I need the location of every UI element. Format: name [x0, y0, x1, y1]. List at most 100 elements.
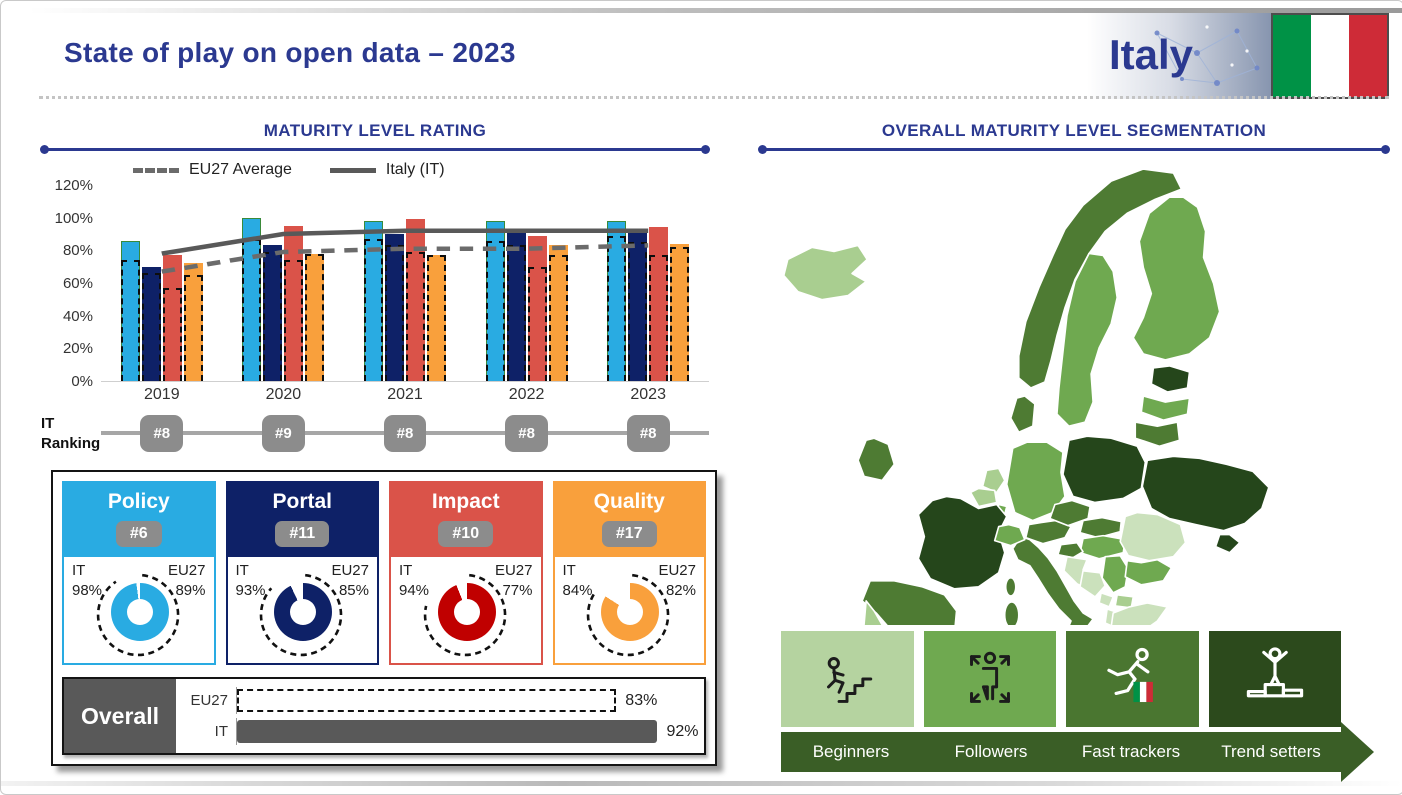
dimension-cards-row: Policy #6 IT 98% EU27 89% Portal #11 IT 93% EU27 85… — [62, 481, 706, 665]
card-title: Quality — [593, 490, 665, 513]
year-label-2021: 2021 — [387, 386, 423, 403]
map-iceland — [782, 244, 868, 301]
impact-eu27-dashed-bar — [649, 255, 669, 381]
segmentation-section: OVERALL MATURITY LEVEL SEGMENTATION — [758, 121, 1390, 782]
overall-row-track: 92% — [236, 718, 698, 745]
impact-eu27-dashed-bar — [284, 260, 304, 381]
card-body: IT 84% EU27 82% — [555, 557, 705, 663]
it-ranking-label: IT Ranking — [41, 410, 101, 456]
map-corsica — [1004, 576, 1017, 597]
donut-portal — [256, 571, 348, 663]
year-group-2019 — [120, 185, 204, 381]
card-portal: Portal #11 IT 93% EU27 85% — [225, 481, 379, 665]
network-motif-icon — [1154, 25, 1260, 86]
map-lithuania — [1134, 421, 1181, 448]
map-sweden — [1056, 252, 1118, 427]
card-body: IT 98% EU27 89% — [64, 557, 214, 663]
country-banner: Italy — [1087, 13, 1271, 99]
quality-eu27-dashed-bar — [426, 255, 446, 381]
y-tick-label: 100% — [54, 209, 93, 227]
right-section-title: OVERALL MATURITY LEVEL SEGMENTATION — [881, 121, 1267, 140]
year-label-2019: 2019 — [144, 386, 180, 403]
band-label-3: Trend setters — [1221, 742, 1321, 761]
map-bosnia — [1079, 569, 1106, 598]
legend-eu27-label: EU27 Average — [189, 161, 292, 178]
flag-green-stripe — [1273, 15, 1311, 97]
eu27-dashed-ring — [96, 573, 180, 657]
map-romania — [1119, 511, 1187, 562]
donut-impact — [420, 571, 512, 663]
running-person-icon — [1107, 647, 1154, 703]
map-ireland — [857, 437, 896, 482]
card-head-portal: Portal #11 — [227, 483, 377, 557]
eu27-value: 85% — [338, 582, 369, 599]
rank-badge-2020: #9 — [262, 414, 305, 452]
y-tick-label: 80% — [62, 242, 93, 260]
rank-badge-2019: #8 — [140, 414, 184, 452]
y-tick-label: 20% — [62, 340, 93, 358]
eu27-label: EU27 — [331, 562, 369, 579]
impact-bar-wrap — [284, 185, 304, 381]
eu27-label: EU27 — [494, 562, 533, 579]
year-label-2023: 2023 — [630, 386, 666, 403]
portal-bar-wrap — [628, 185, 648, 381]
map-austria — [1025, 519, 1072, 545]
map-netherlands — [981, 467, 1006, 494]
it-donut — [274, 583, 333, 641]
it-label: IT — [235, 562, 249, 579]
legend-italy-label: Italy (IT) — [385, 161, 445, 178]
portal-eu27-dashed-bar — [506, 245, 526, 381]
y-tick-label: 60% — [62, 275, 93, 292]
band-label-0: Beginners — [812, 742, 890, 761]
year-label-2020: 2020 — [265, 386, 302, 403]
quality-it-bar — [183, 263, 203, 381]
map-serbia — [1101, 554, 1130, 594]
overall-row-label: EU27 — [190, 692, 228, 709]
segmentation-band: Beginners Followers Fast trackers Trend set… — [781, 722, 1374, 782]
card-title: Policy — [107, 490, 170, 513]
eu27-dashed-ring — [423, 573, 507, 657]
eu27-value: 82% — [665, 582, 696, 599]
it-donut — [601, 583, 660, 641]
y-tick-label: 120% — [54, 177, 93, 194]
bar-groups — [101, 185, 709, 381]
quality-bar-wrap — [548, 185, 568, 381]
donut-policy — [93, 571, 185, 663]
top-gradient-strip — [1, 8, 1402, 13]
flag-white-stripe — [1311, 15, 1349, 97]
portal-bar-wrap — [384, 185, 404, 381]
bottom-gradient-strip — [1, 781, 1402, 786]
policy-eu27-dashed-bar — [607, 235, 627, 381]
band-label-1: Followers — [954, 742, 1028, 761]
it-value: 84% — [562, 582, 593, 599]
policy-eu27-dashed-bar — [242, 238, 262, 381]
band-label-2: Fast trackers — [1081, 742, 1181, 761]
quality-bar-wrap — [670, 185, 690, 381]
overall-label: Overall — [64, 679, 176, 753]
map-slovakia — [1079, 516, 1123, 539]
plot-area — [101, 185, 709, 382]
quality-eu27-dashed-bar — [670, 247, 690, 381]
chart-legend: EU27 Average Italy (IT) — [133, 161, 709, 179]
map-italy — [1011, 535, 1094, 625]
quality-bar-wrap — [426, 185, 446, 381]
card-title: Portal — [272, 490, 332, 513]
impact-it-bar — [649, 227, 669, 381]
map-belgium — [969, 487, 998, 508]
expanding-person-icon — [969, 651, 1010, 703]
year-group-2023 — [606, 185, 690, 381]
flag-red-stripe — [1349, 15, 1387, 97]
it-label: IT — [72, 562, 86, 579]
overall-bars: EU27 83% IT 92% — [176, 679, 704, 753]
map-germany — [1005, 441, 1066, 522]
it-label: IT — [399, 562, 413, 579]
page-title: State of play on open data – 2023 — [64, 37, 516, 68]
overall-row-track: 83% — [236, 687, 694, 714]
map-crimea — [1214, 533, 1241, 554]
eu27-dashed-ring — [260, 573, 343, 657]
map-sardinia — [1003, 601, 1020, 625]
quality-it-bar — [426, 255, 446, 381]
maturity-rating-section: MATURITY LEVEL RATING EU27 Average Italy… — [40, 121, 717, 766]
stairs-person-icon — [827, 657, 873, 703]
